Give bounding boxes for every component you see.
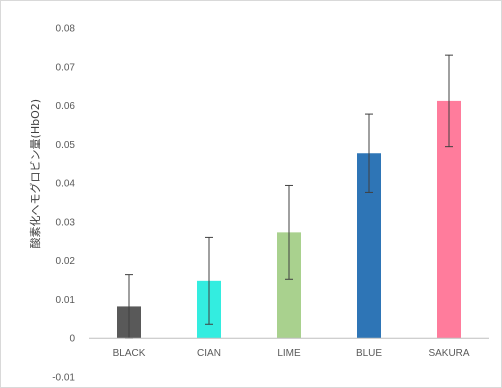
- y-tick-label: 0: [69, 334, 75, 345]
- y-axis: -0.01 0 0.01 0.02 0.03 0.04 0.05 0.06 0.07 0.08: [52, 24, 75, 384]
- x-tick-label-blue: BLUE: [356, 348, 382, 359]
- x-tick-label-sakura: SAKURA: [428, 348, 469, 359]
- y-tick-label: 0.06: [56, 101, 76, 112]
- x-tick-label-black: BLACK: [113, 348, 146, 359]
- y-tick-label: 0.07: [56, 62, 76, 73]
- y-tick-label: 0.04: [56, 179, 76, 190]
- y-tick-label: 0.03: [56, 217, 76, 228]
- x-tick-labels: BLACK CIAN LIME BLUE SAKURA: [113, 348, 470, 359]
- error-bar-blue: [365, 113, 373, 193]
- y-tick-label: -0.01: [52, 373, 75, 384]
- y-tick-label: 0.08: [56, 24, 76, 35]
- y-axis-title: 酸素化ヘモグロビン量(HbO2): [28, 99, 42, 249]
- error-bar-cian: [205, 236, 213, 325]
- x-tick-label-lime: LIME: [277, 348, 301, 359]
- y-tick-label: 0.05: [56, 140, 76, 151]
- error-bar-sakura: [445, 54, 453, 148]
- error-bar-lime: [285, 184, 293, 280]
- y-tick-label: 0.02: [56, 256, 76, 267]
- x-tick-label-cian: CIAN: [197, 348, 221, 359]
- y-tick-label: 0.01: [56, 295, 76, 306]
